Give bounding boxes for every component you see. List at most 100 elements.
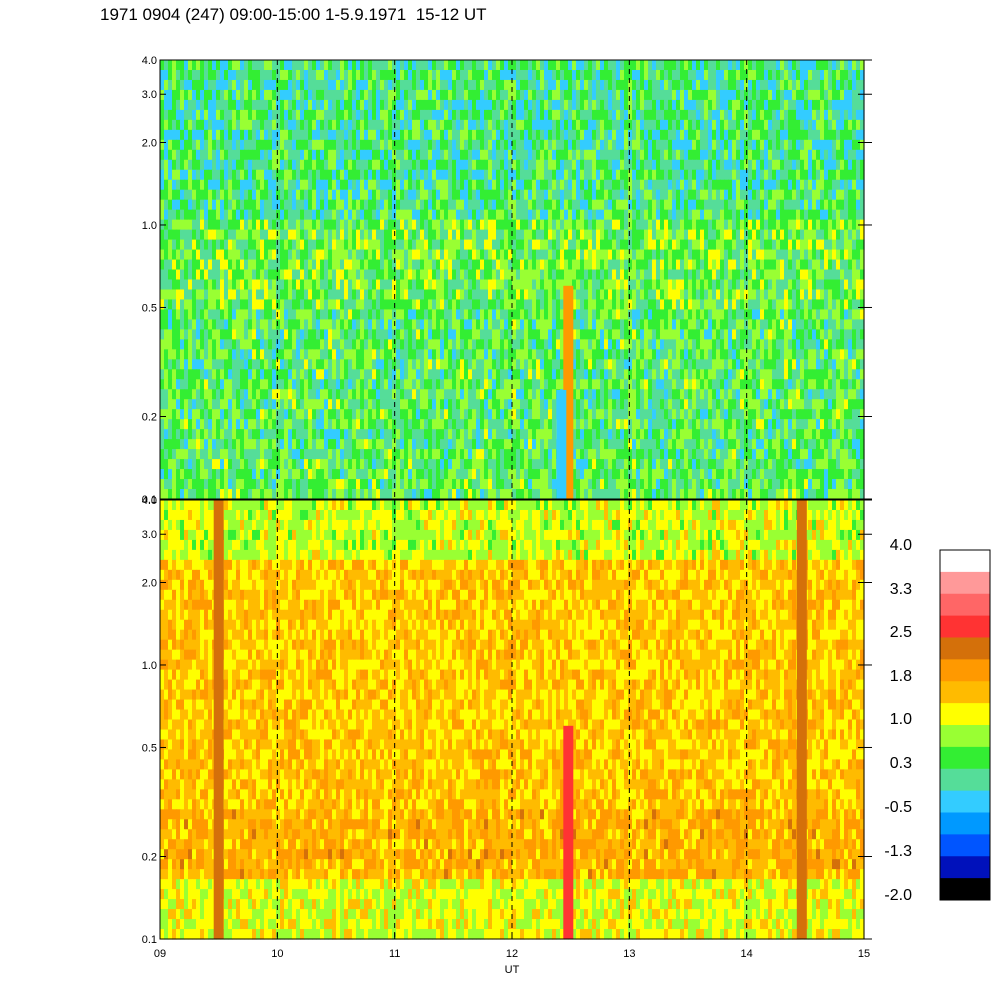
- spectrogram-cell: [312, 309, 317, 321]
- spectrogram-cell: [660, 319, 665, 330]
- spectrogram-cell: [288, 239, 293, 251]
- spectrogram-cell: [764, 329, 769, 340]
- spectrogram-cell: [440, 139, 445, 151]
- spectrogram-cell: [852, 169, 857, 181]
- spectrogram-cell: [520, 69, 525, 81]
- spectrogram-cell: [236, 199, 241, 211]
- spectrogram-cell: [664, 79, 669, 91]
- spectrogram-cell: [416, 279, 421, 291]
- spectrogram-cell: [832, 60, 837, 71]
- spectrogram-cell: [560, 209, 565, 221]
- spectrogram-cell: [224, 309, 229, 321]
- spectrogram-cell: [664, 279, 669, 291]
- spectrogram-cell: [480, 319, 485, 330]
- spectrogram-cell: [756, 289, 761, 301]
- spectrogram-cell: [400, 119, 405, 131]
- spectrogram-cell: [412, 229, 417, 241]
- spectrogram-cell: [748, 319, 753, 330]
- spectrogram-cell: [480, 329, 485, 340]
- spectrogram-cell: [316, 279, 321, 291]
- spectrogram-cell: [464, 219, 469, 231]
- spectrogram-cell: [712, 189, 717, 201]
- spectrogram-cell: [592, 329, 597, 340]
- spectrogram-cell: [292, 149, 297, 161]
- spectrogram-cell: [292, 109, 297, 121]
- spectrogram-cell: [668, 60, 673, 71]
- spectrogram-cell: [212, 69, 217, 81]
- spectrogram-cell: [288, 69, 293, 81]
- spectrogram-cell: [772, 289, 777, 301]
- spectrogram-cell: [752, 129, 757, 141]
- spectrogram-cell: [632, 209, 637, 221]
- spectrogram-cell: [524, 199, 529, 211]
- spectrogram-cell: [548, 199, 553, 211]
- spectrogram-cell: [796, 79, 801, 91]
- spectrogram-cell: [528, 79, 533, 91]
- spectrogram-cell: [632, 189, 637, 201]
- spectrogram-cell: [488, 179, 493, 191]
- spectrogram-cell: [792, 259, 797, 271]
- spectrogram-cell: [740, 89, 745, 101]
- spectrogram-cell: [408, 139, 413, 151]
- spectrogram-cell: [852, 299, 857, 311]
- spectrogram-cell: [232, 269, 237, 281]
- spectrogram-cell: [716, 239, 721, 251]
- spectrogram-cell: [724, 319, 729, 330]
- spectrogram-cell: [652, 79, 657, 91]
- spectrogram-cell: [216, 149, 221, 161]
- spectrogram-cell: [404, 139, 409, 151]
- spectrogram-cell: [560, 229, 565, 241]
- spectrogram-cell: [720, 159, 725, 171]
- spectrogram-cell: [632, 139, 637, 151]
- spectrogram-cell: [508, 249, 513, 261]
- spectrogram-cell: [380, 269, 385, 281]
- spectrogram-cell: [600, 69, 605, 81]
- spectrogram-cell: [492, 309, 497, 321]
- spectrogram-cell: [432, 259, 437, 271]
- spectrogram-cell: [180, 119, 185, 131]
- spectrogram-cell: [400, 79, 405, 91]
- spectrogram-cell: [204, 259, 209, 271]
- spectrogram-cell: [216, 249, 221, 261]
- spectrogram-cell: [320, 119, 325, 131]
- spectrogram-cell: [508, 149, 513, 161]
- spectrogram-cell: [588, 109, 593, 121]
- spectrogram-cell: [684, 79, 689, 91]
- spectrogram-cell: [536, 139, 541, 151]
- spectrogram-cell: [828, 259, 833, 271]
- spectrogram-cell: [672, 309, 677, 321]
- spectrogram-cell: [340, 269, 345, 281]
- spectrogram-cell: [244, 69, 249, 81]
- spectrogram-cell: [348, 339, 353, 350]
- spectrogram-cell: [504, 199, 509, 211]
- spectrogram-cell: [580, 69, 585, 81]
- spectrogram-cell: [528, 159, 533, 171]
- spectrogram-cell: [428, 69, 433, 81]
- spectrogram-cell: [820, 179, 825, 191]
- spectrogram-cell: [660, 159, 665, 171]
- spectrogram-cell: [784, 159, 789, 171]
- spectrogram-cell: [628, 329, 633, 340]
- spectrogram-cell: [308, 329, 313, 340]
- spectrogram-cell: [364, 319, 369, 330]
- spectrogram-cell: [284, 179, 289, 191]
- spectrogram-cell: [568, 229, 573, 241]
- spectrogram-cell: [172, 309, 177, 321]
- spectrogram-cell: [512, 60, 517, 71]
- spectrogram-cell: [848, 259, 853, 271]
- spectrogram-cell: [204, 279, 209, 291]
- spectrogram-cell: [576, 329, 581, 340]
- spectrogram-cell: [808, 79, 813, 91]
- spectrogram-cell: [236, 139, 241, 151]
- spectrogram-cell: [468, 189, 473, 201]
- spectrogram-cell: [840, 289, 845, 301]
- spectrogram-cell: [532, 109, 537, 121]
- spectrogram-cell: [372, 249, 377, 261]
- spectrogram-cell: [724, 329, 729, 340]
- spectrogram-cell: [248, 249, 253, 261]
- spectrogram-cell: [564, 249, 569, 261]
- spectrogram-cell: [484, 99, 489, 111]
- spectrogram-cell: [160, 119, 165, 131]
- spectrogram-cell: [452, 60, 457, 71]
- spectrogram-cell: [328, 249, 333, 261]
